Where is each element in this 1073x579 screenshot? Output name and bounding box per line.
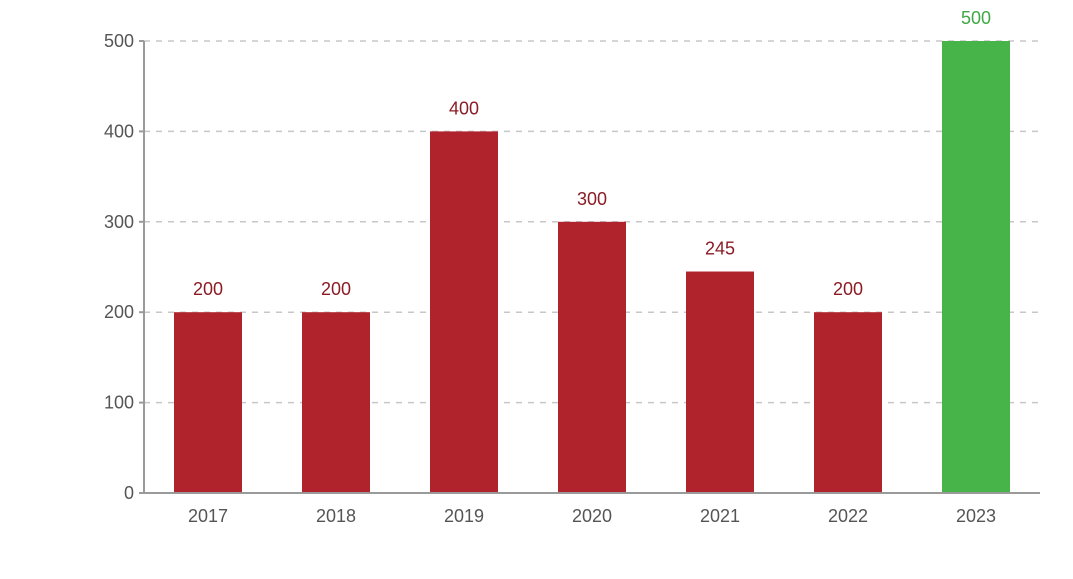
y-tick-label: 500 [104,31,134,51]
value-labels: 200 200 400 300 245 200 500 [193,8,991,299]
x-tick-label: 2018 [316,506,356,526]
data-label: 200 [321,279,351,299]
data-label: 200 [193,279,223,299]
data-label: 300 [577,189,607,209]
y-tick-label: 400 [104,121,134,141]
bar [302,312,370,493]
x-axis-labels: 2017 2018 2019 2020 2021 2022 2023 [188,506,996,526]
data-label: 245 [705,239,735,259]
y-axis-ticks: 0 100 200 300 400 500 [104,31,144,503]
data-label: 200 [833,279,863,299]
y-tick-label: 0 [124,483,134,503]
data-label: 400 [449,98,479,118]
x-tick-label: 2019 [444,506,484,526]
x-tick-label: 2022 [828,506,868,526]
y-tick-label: 300 [104,212,134,232]
x-tick-label: 2021 [700,506,740,526]
bar [174,312,242,493]
x-tick-label: 2023 [956,506,996,526]
y-tick-label: 200 [104,302,134,322]
bar [942,41,1010,493]
bar [558,221,626,494]
bar [430,131,498,493]
bar [686,271,754,493]
bars [174,41,1010,494]
x-tick-label: 2020 [572,506,612,526]
y-tick-label: 100 [104,393,134,413]
x-tick-label: 2017 [188,506,228,526]
data-label: 500 [961,8,991,28]
bar [814,312,882,493]
axes [143,41,1040,494]
